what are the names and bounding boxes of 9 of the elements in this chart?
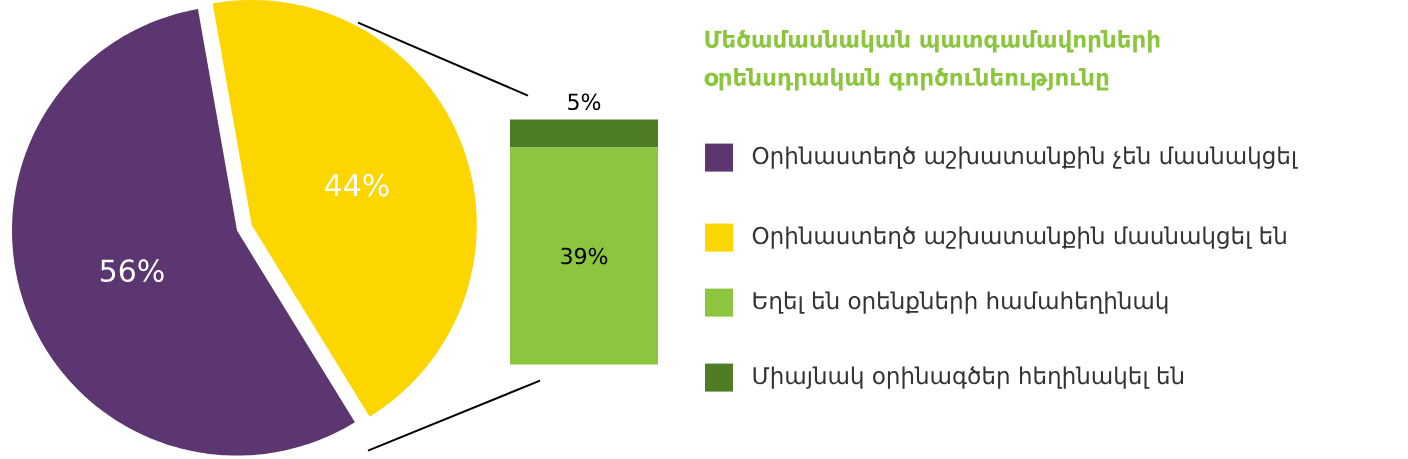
data-label: 39%: [561, 247, 608, 265]
data-label: 44%: [325, 174, 389, 197]
legend-label: Օրինաստեղծ աշխատանքին չեն մասնակցել: [752, 146, 1298, 169]
legend-label: Օրինաստեղծ աշխատանքին մասնակցել են: [752, 226, 1286, 249]
legend-label: Միայնակ օրինագծեր հեղինակել են: [753, 366, 1184, 389]
text: Մեծամասնական պատգամավորների օրենսդրական գործունեությունը: [704, 30, 1160, 91]
legend-label: Եղել են օրենքների համահեղինակ: [753, 291, 1168, 314]
data-label: 5%: [568, 93, 601, 111]
data-label: 56%: [100, 259, 164, 283]
